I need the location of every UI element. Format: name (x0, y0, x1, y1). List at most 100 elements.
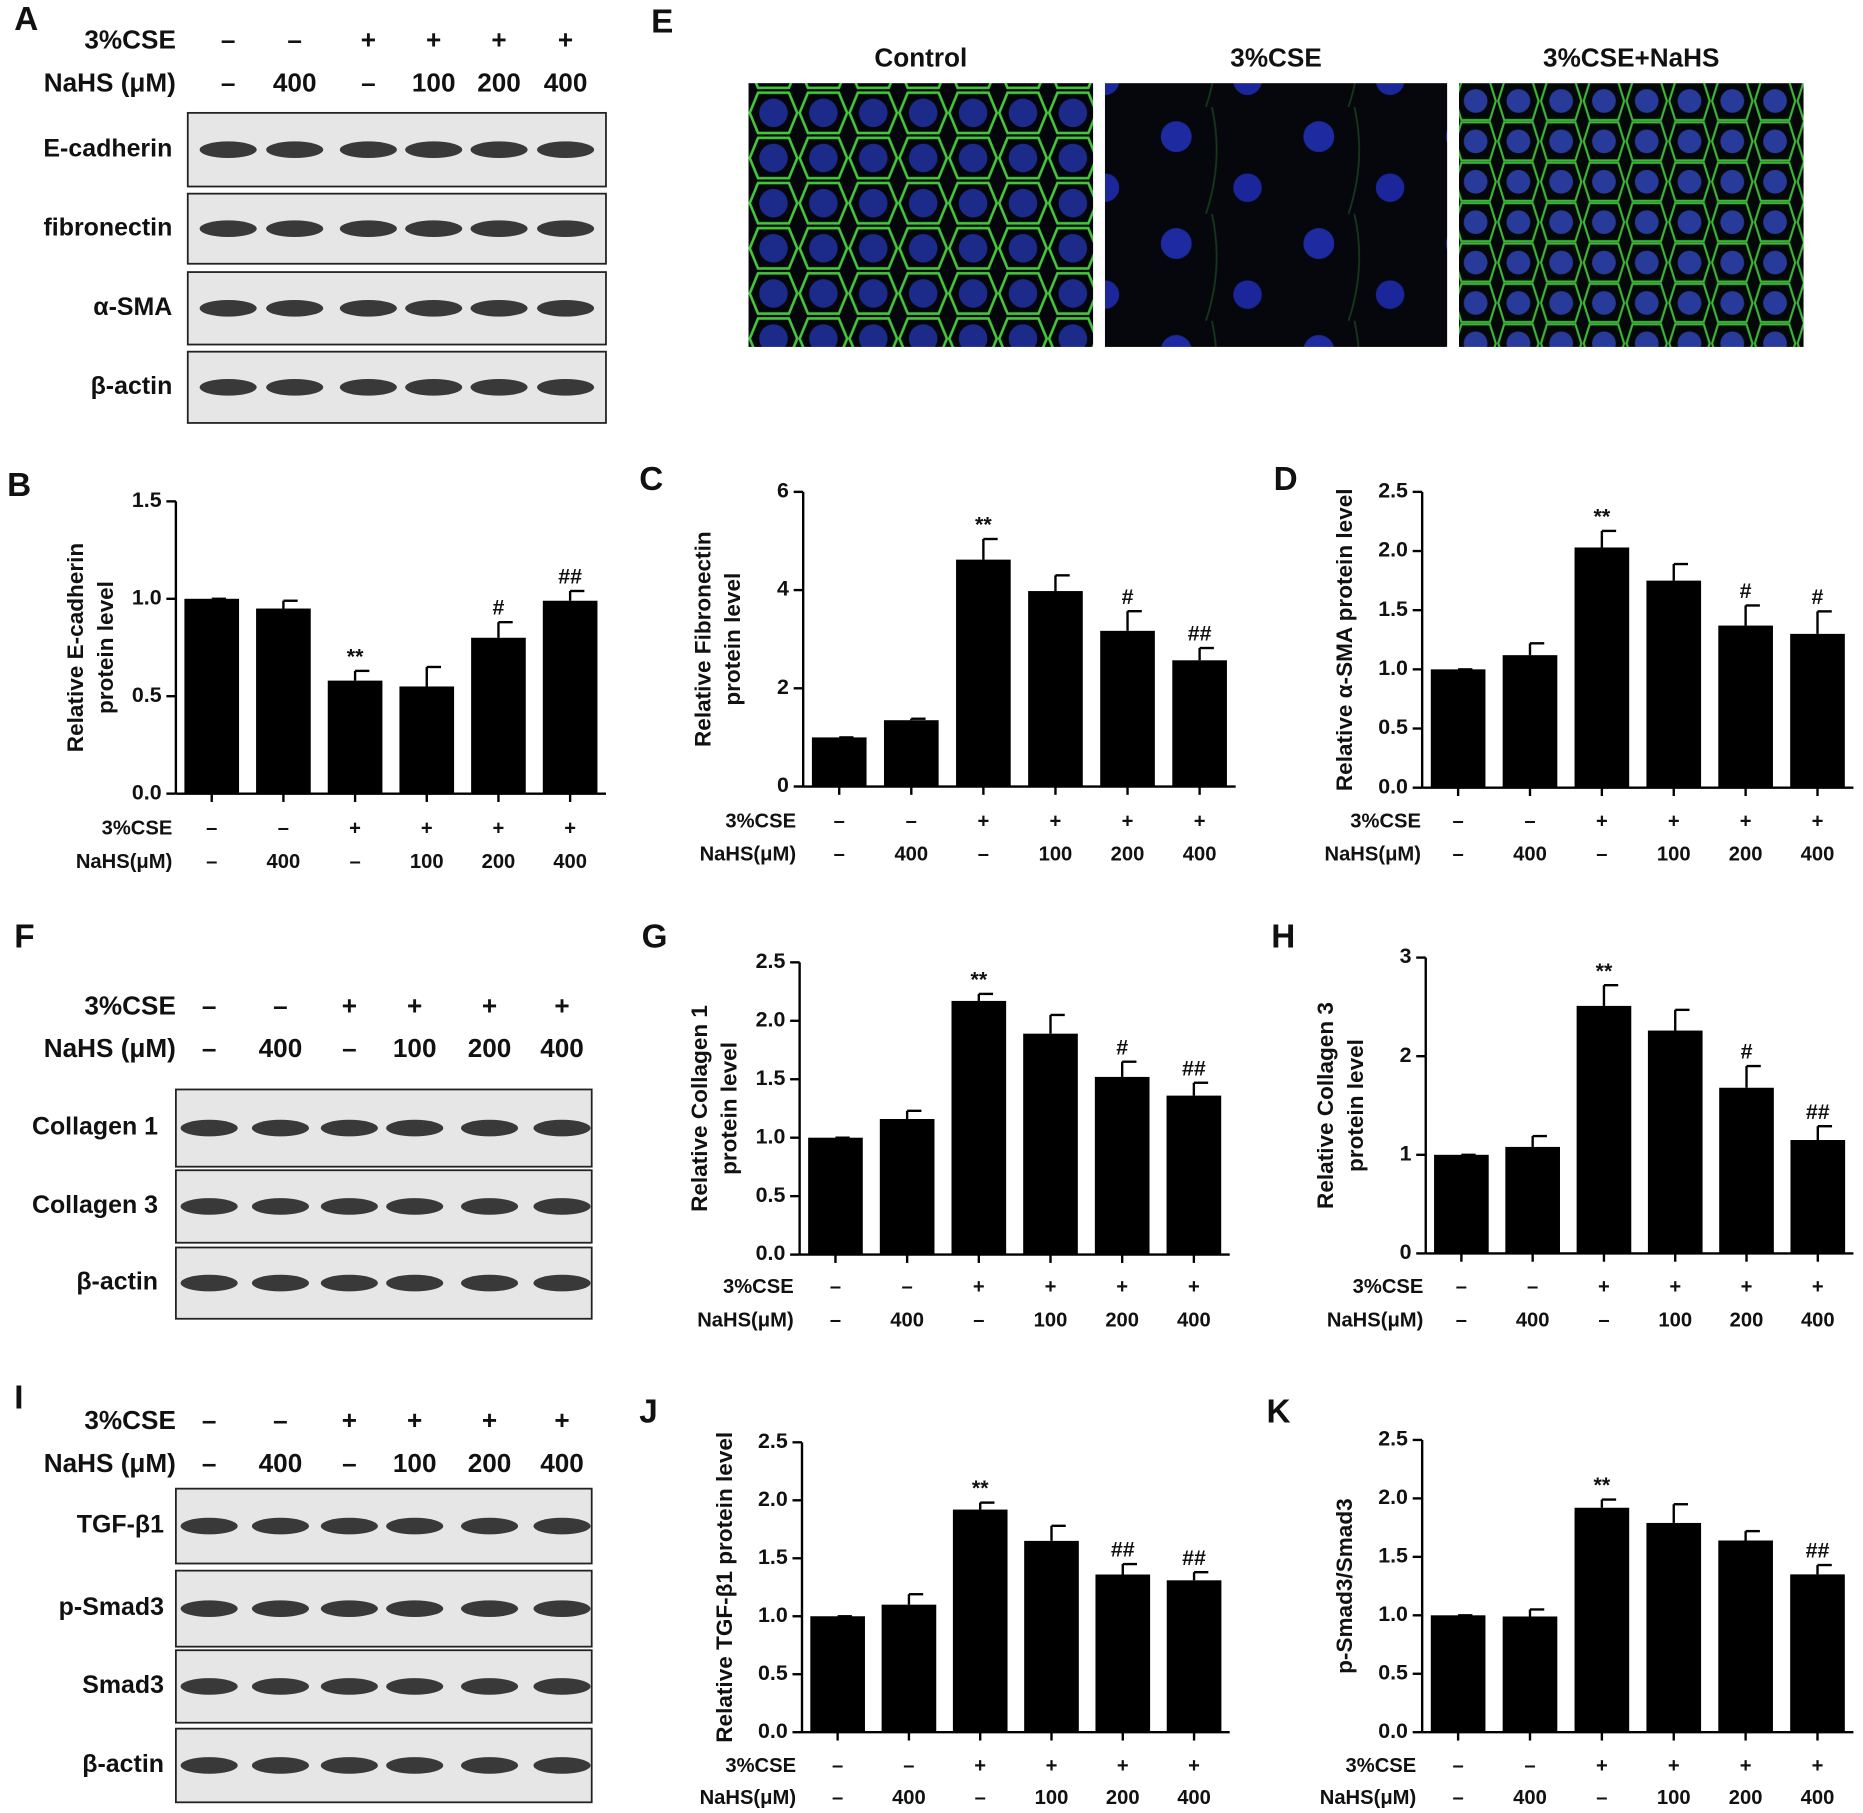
treatment-value: 400 (553, 851, 587, 873)
bar (1718, 625, 1773, 788)
band-label: β-actin (82, 1750, 164, 1778)
blot-band (461, 1757, 519, 1774)
blot-band (533, 1119, 591, 1137)
blot-band (386, 1517, 444, 1535)
treatment-value: – (978, 844, 989, 866)
error-bar (977, 992, 994, 1001)
bar (1574, 547, 1630, 788)
treatment-label: NaHS(μM) (697, 1309, 793, 1331)
treatment-value: – (973, 1309, 984, 1331)
band-label: Collagen 1 (32, 1113, 158, 1141)
blot-band (405, 299, 463, 317)
blot-band (386, 1757, 444, 1774)
treatment-value: 400 (259, 1448, 303, 1478)
treatment-value: 100 (393, 1448, 437, 1478)
image-title: 3%CSE (1230, 42, 1321, 72)
y-tick-label: 1.0 (132, 585, 162, 609)
blot-band (180, 1678, 238, 1695)
bar (1166, 1095, 1222, 1255)
treatment-label: 3%CSE (84, 24, 175, 54)
bar (1100, 630, 1155, 787)
blot-band (251, 1757, 309, 1774)
band-label: α-SMA (93, 293, 172, 321)
treatment-value: 400 (1801, 1309, 1835, 1331)
error-bar (1192, 1571, 1209, 1581)
y-tick-label: 0.0 (1378, 774, 1408, 798)
panel-label: C (639, 461, 663, 498)
treatment-value: + (1194, 810, 1206, 832)
blot-band (199, 220, 257, 238)
treatment-label: 3%CSE (723, 1276, 794, 1298)
significance-label: ** (975, 513, 992, 537)
treatment-value: + (1740, 810, 1752, 832)
treatment-value: – (206, 851, 217, 873)
significance-label: # (1122, 585, 1134, 609)
blot-band (461, 1517, 519, 1535)
blot-band (537, 141, 595, 159)
fluorescence-image (1459, 83, 1804, 347)
error-bar (1745, 1064, 1761, 1088)
significance-label: ## (1182, 1056, 1206, 1080)
treatment-value: + (977, 810, 989, 832)
treatment-value: – (902, 1276, 913, 1298)
treatment-value: – (361, 67, 376, 97)
bar (399, 686, 455, 794)
error-bar (353, 669, 370, 681)
treatment-label: 3%CSE (84, 990, 175, 1020)
treatment-label: NaHS (μM) (44, 1448, 176, 1478)
treatment-label: 3%CSE (1353, 1276, 1424, 1298)
blot-band (180, 1517, 238, 1535)
treatment-value: 200 (1105, 1309, 1139, 1331)
blot-band (320, 1757, 378, 1774)
blot-band (339, 378, 397, 396)
treatment-value: + (1045, 1276, 1057, 1298)
treatment-label: NaHS(μM) (1325, 844, 1421, 866)
blot-band (461, 1198, 519, 1215)
treatment-value: 100 (1034, 1309, 1068, 1331)
significance-label: # (1812, 585, 1824, 609)
bar (1166, 1580, 1222, 1733)
treatment-value: + (1122, 810, 1134, 832)
blot-frame (174, 1487, 593, 1565)
band-label: p-Smad3 (59, 1593, 164, 1621)
treatment-label: 3%CSE (84, 1405, 175, 1435)
blot-band (386, 1198, 444, 1215)
treatment-value: + (558, 24, 573, 54)
panel-label: K (1267, 1394, 1291, 1431)
treatment-value: + (349, 818, 361, 840)
significance-label: ** (1596, 959, 1613, 983)
blot-band (320, 1600, 378, 1617)
bar (1718, 1540, 1773, 1733)
y-axis-label: Relative α-SMA protein level (1332, 488, 1357, 791)
bar (1790, 1574, 1845, 1733)
blot-band (461, 1678, 519, 1695)
blot-band (251, 1198, 309, 1215)
treatment-value: – (1452, 844, 1463, 866)
panel-label: G (642, 918, 668, 955)
error-bar (982, 537, 998, 560)
treatment-value: 400 (1801, 1787, 1835, 1809)
error-bar (1192, 1081, 1209, 1096)
treatment-value: 100 (410, 851, 444, 873)
treatment-value: – (273, 1405, 288, 1435)
blot-band (320, 1119, 378, 1137)
blot-band (405, 378, 463, 396)
blot-band (470, 378, 528, 396)
treatment-value: + (361, 24, 376, 54)
treatment-value: + (426, 24, 441, 54)
error-bar (1120, 1060, 1137, 1077)
band-label: Smad3 (82, 1671, 164, 1699)
blot-band (386, 1678, 444, 1695)
blot-band (461, 1600, 519, 1617)
treatment-label: NaHS (μM) (44, 67, 176, 97)
y-tick-label: 2.0 (756, 1007, 786, 1031)
significance-label: ## (1111, 1538, 1135, 1562)
bar (881, 1604, 937, 1733)
treatment-value: 400 (1177, 1787, 1211, 1809)
bar (471, 637, 526, 794)
y-tick-label: 0.0 (758, 1719, 788, 1743)
error-bar (497, 620, 513, 638)
treatment-value: + (1669, 1276, 1681, 1298)
y-tick-label: 0.5 (1378, 1660, 1408, 1684)
treatment-value: – (278, 818, 289, 840)
